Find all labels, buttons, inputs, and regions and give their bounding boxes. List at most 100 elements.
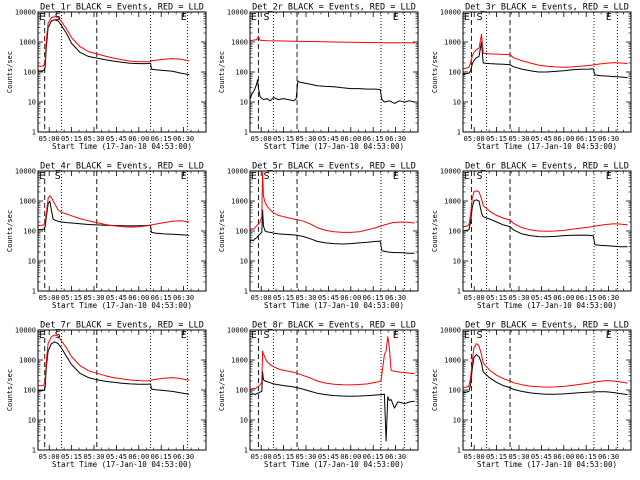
x-tick-label: 05:00 (39, 453, 60, 461)
y-tick-label: 10 (240, 417, 248, 425)
x-tick-label: 05:00 (39, 294, 60, 302)
x-tick-label: 06:15 (576, 294, 597, 302)
x-tick-label: 06:15 (363, 294, 384, 302)
x-tick-label: 06:30 (173, 294, 194, 302)
y-tick-label: 1000 (231, 198, 248, 206)
x-tick-label: 05:45 (106, 294, 127, 302)
panel-title: Det_2r BLACK = Events, RED = LLD (252, 3, 416, 13)
plot-frame (37, 329, 207, 451)
x-tick-label: 06:30 (598, 135, 619, 143)
y-tick-label: 10000 (15, 9, 36, 17)
panel-title: Det_5r BLACK = Events, RED = LLD (252, 162, 416, 172)
y-tick-label: 10 (28, 99, 36, 107)
x-tick-label: 06:00 (128, 135, 149, 143)
x-axis-label: Start Time (17-Jan-10 04:53:00) (477, 301, 617, 310)
x-tick-label: 06:30 (385, 453, 406, 461)
x-tick-label: 05:30 (508, 135, 529, 143)
phase-marker-e: E (251, 12, 257, 23)
y-tick-label: 1000 (444, 198, 461, 206)
y-tick-label: 10 (28, 258, 36, 266)
x-tick-label: 06:30 (385, 294, 406, 302)
y-axis-label: Counts/sec (218, 210, 226, 252)
x-tick-label: 05:15 (61, 453, 82, 461)
x-tick-label: 06:00 (340, 453, 361, 461)
x-tick-label: 06:15 (363, 135, 384, 143)
x-tick-label: 05:15 (486, 294, 507, 302)
x-axis-label: Start Time (17-Jan-10 04:53:00) (52, 460, 192, 469)
y-tick-label: 10000 (15, 168, 36, 176)
x-tick-label: 05:30 (295, 135, 316, 143)
y-tick-label: 1000 (444, 357, 461, 365)
x-tick-label: 05:45 (106, 135, 127, 143)
y-tick-label: 10000 (440, 168, 461, 176)
panel-title: Det_7r BLACK = Events, RED = LLD (40, 321, 204, 331)
y-tick-label: 10 (240, 99, 248, 107)
phase-marker-e: E (464, 171, 470, 182)
y-tick-label: 100 (448, 387, 461, 395)
y-tick-label: 1000 (444, 39, 461, 47)
panel-title: Det_4r BLACK = Events, RED = LLD (40, 162, 204, 172)
phase-marker-e: E (181, 171, 187, 182)
phase-marker-e: E (181, 12, 187, 23)
y-tick-label: 100 (23, 228, 36, 236)
x-tick-label: 06:30 (173, 453, 194, 461)
events-series-line (250, 371, 415, 442)
phase-marker-s: S (263, 12, 269, 23)
phase-marker-e: E (39, 171, 45, 182)
detector-panel-1: Det_1r BLACK = Events, RED = LLD 1 10 100 10… (6, 3, 207, 151)
x-tick-label: 05:30 (83, 453, 104, 461)
y-axis-label: Counts/sec (431, 51, 439, 93)
x-tick-label: 06:15 (576, 135, 597, 143)
x-tick-label: 05:45 (318, 453, 339, 461)
plot-frame (249, 11, 419, 133)
events-series-line (250, 209, 415, 254)
x-tick-label: 06:15 (151, 294, 172, 302)
y-tick-label: 1 (244, 129, 248, 137)
plot-frame (37, 170, 207, 292)
y-tick-label: 100 (235, 387, 248, 395)
x-axis-label: Start Time (17-Jan-10 04:53:00) (477, 460, 617, 469)
events-series-line (250, 79, 415, 104)
x-tick-label: 05:45 (531, 453, 552, 461)
phase-marker-s: S (55, 12, 61, 23)
lld-series-line (250, 171, 415, 233)
phase-marker-s: S (476, 330, 482, 341)
detector-panel-4: Det_4r BLACK = Events, RED = LLD 1 10 100 10… (6, 162, 207, 310)
x-tick-label: 05:15 (61, 294, 82, 302)
phase-marker-e: E (606, 171, 612, 182)
y-tick-label: 10 (453, 258, 461, 266)
phase-marker-s: S (476, 171, 482, 182)
x-tick-label: 05:15 (486, 135, 507, 143)
x-axis-label: Start Time (17-Jan-10 04:53:00) (264, 142, 404, 151)
phase-marker-e: E (606, 12, 612, 23)
phase-marker-e: E (251, 171, 257, 182)
x-tick-label: 05:15 (486, 453, 507, 461)
x-tick-label: 05:15 (61, 135, 82, 143)
x-tick-label: 06:00 (128, 294, 149, 302)
y-tick-label: 1000 (19, 357, 36, 365)
detector-panel-5: Det_5r BLACK = Events, RED = LLD 1 10 100 10… (218, 162, 419, 310)
x-tick-label: 06:30 (173, 135, 194, 143)
lld-series-line (250, 36, 415, 44)
y-tick-label: 100 (23, 69, 36, 77)
events-series-line (38, 200, 190, 236)
y-tick-label: 10000 (227, 327, 248, 335)
lld-series-line (38, 16, 190, 67)
x-axis-label: Start Time (17-Jan-10 04:53:00) (52, 301, 192, 310)
x-tick-label: 05:30 (83, 135, 104, 143)
y-tick-label: 1000 (231, 357, 248, 365)
y-tick-label: 1 (457, 288, 461, 296)
lld-series-line (463, 190, 628, 232)
x-tick-label: 05:00 (464, 453, 485, 461)
x-tick-label: 06:15 (363, 453, 384, 461)
x-axis-label: Start Time (17-Jan-10 04:53:00) (264, 301, 404, 310)
x-tick-label: 05:30 (295, 453, 316, 461)
detector-panel-2: Det_2r BLACK = Events, RED = LLD 1 10 100 10… (218, 3, 419, 151)
y-tick-label: 10 (28, 417, 36, 425)
y-tick-label: 10 (240, 258, 248, 266)
y-tick-label: 10000 (15, 327, 36, 335)
x-tick-label: 05:00 (251, 135, 272, 143)
y-tick-label: 1 (244, 288, 248, 296)
x-tick-label: 05:30 (508, 294, 529, 302)
